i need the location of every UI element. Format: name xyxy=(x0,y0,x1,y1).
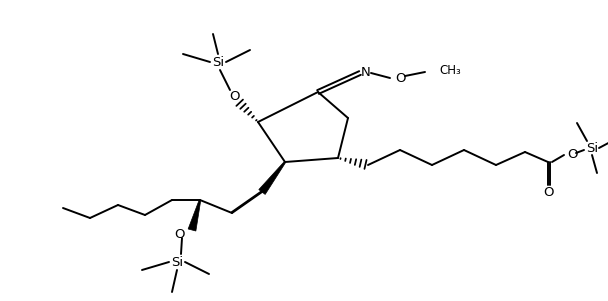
Text: Si: Si xyxy=(212,55,224,69)
Text: O: O xyxy=(543,187,553,200)
Polygon shape xyxy=(259,162,286,194)
Text: O: O xyxy=(567,148,577,162)
Text: CH₃: CH₃ xyxy=(439,64,461,77)
Polygon shape xyxy=(188,200,201,231)
Text: Si: Si xyxy=(586,141,598,154)
Text: Si: Si xyxy=(171,256,183,268)
Text: N: N xyxy=(361,67,371,79)
Text: O: O xyxy=(174,228,185,241)
Text: O: O xyxy=(395,72,406,85)
Text: O: O xyxy=(229,89,240,103)
